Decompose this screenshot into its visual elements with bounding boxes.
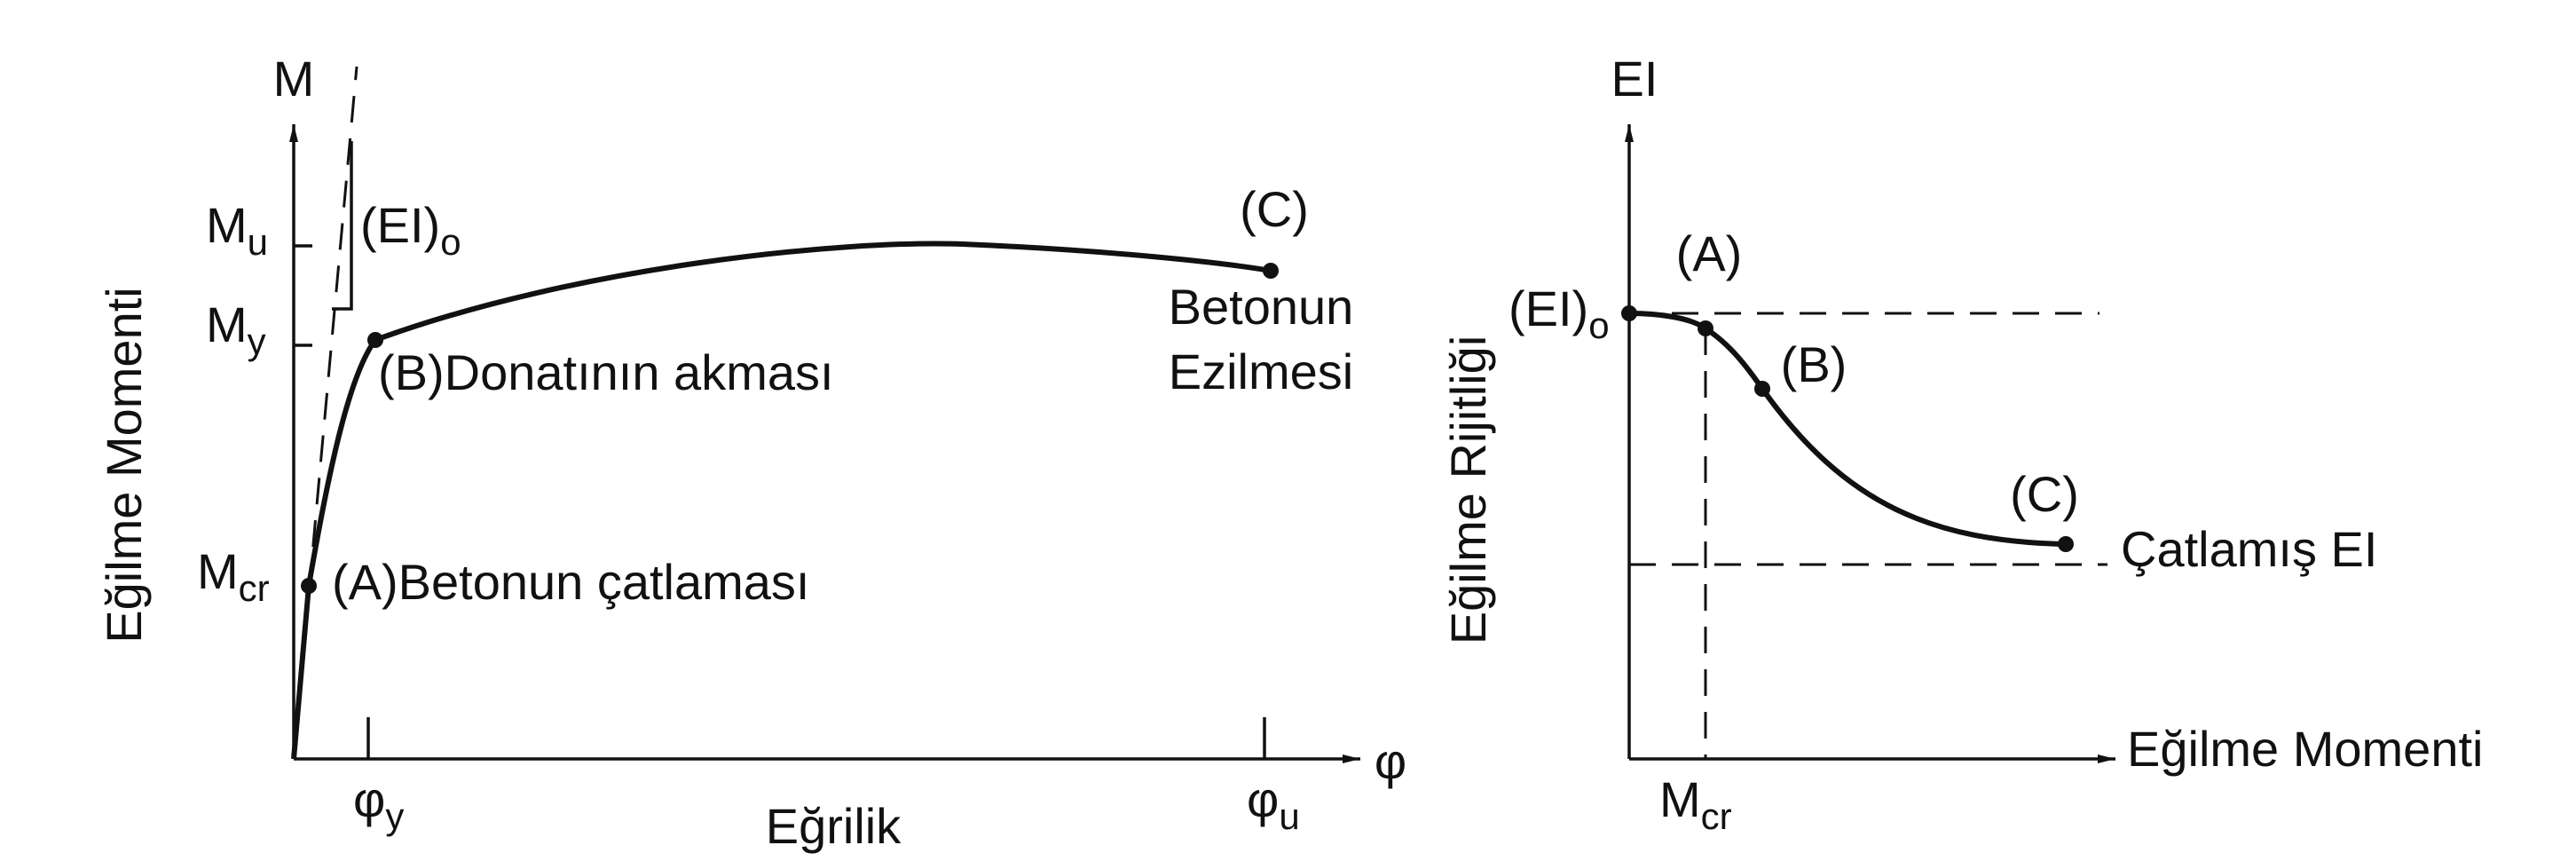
- point-o: [1621, 305, 1637, 321]
- cracked-label: Çatlamış EI: [2121, 521, 2377, 577]
- note: Ezilmesi: [1169, 344, 1353, 399]
- right-diagram: EI Eğilme Rijitliği Eğilme Momenti (EI)o…: [1440, 51, 2484, 837]
- tick-label: φy: [353, 771, 404, 837]
- axis-label: EI: [1611, 51, 1658, 107]
- point-label: (C): [2010, 466, 2079, 522]
- point-a: [301, 578, 317, 594]
- initial-stiffness-line: [292, 66, 358, 760]
- slope-marker: [332, 141, 353, 311]
- tick-label: Mu: [206, 197, 268, 263]
- tick-label: My: [206, 296, 266, 362]
- stiffness-curve: [1628, 311, 2067, 547]
- point-c: [1263, 263, 1279, 279]
- point-a: [1698, 320, 1713, 336]
- point-label: (A)Betonun çatlaması: [332, 554, 809, 610]
- point-label: (C): [1240, 181, 1309, 237]
- point-b: [367, 332, 383, 348]
- ei-label: (EI)o: [1509, 280, 1610, 346]
- y-title: Eğilme Momenti: [96, 287, 152, 643]
- left-diagram: M φ Eğilme Momenti Eğrilik Mu My Mcr φy …: [96, 51, 1406, 854]
- y-title: Eğilme Rijitliği: [1440, 336, 1496, 645]
- point-label: (B)Donatının akması: [378, 344, 834, 400]
- tick-label: φu: [1247, 771, 1300, 837]
- point-b: [1754, 381, 1770, 397]
- point-label: (B): [1781, 336, 1847, 392]
- moment-curvature-curve: [291, 241, 1272, 760]
- axis-label: φ: [1375, 733, 1406, 789]
- x-title: Eğilme Momenti: [2127, 721, 2483, 777]
- x-title: Eğrilik: [766, 798, 902, 854]
- point-c: [2058, 536, 2074, 552]
- point-label: (A): [1676, 225, 1743, 281]
- axis-label: M: [273, 51, 315, 107]
- tick-label: Mcr: [197, 543, 270, 609]
- tick-label: Mcr: [1659, 771, 1732, 837]
- note: Betonun: [1169, 279, 1354, 335]
- ei-label: (EI)o: [360, 197, 461, 263]
